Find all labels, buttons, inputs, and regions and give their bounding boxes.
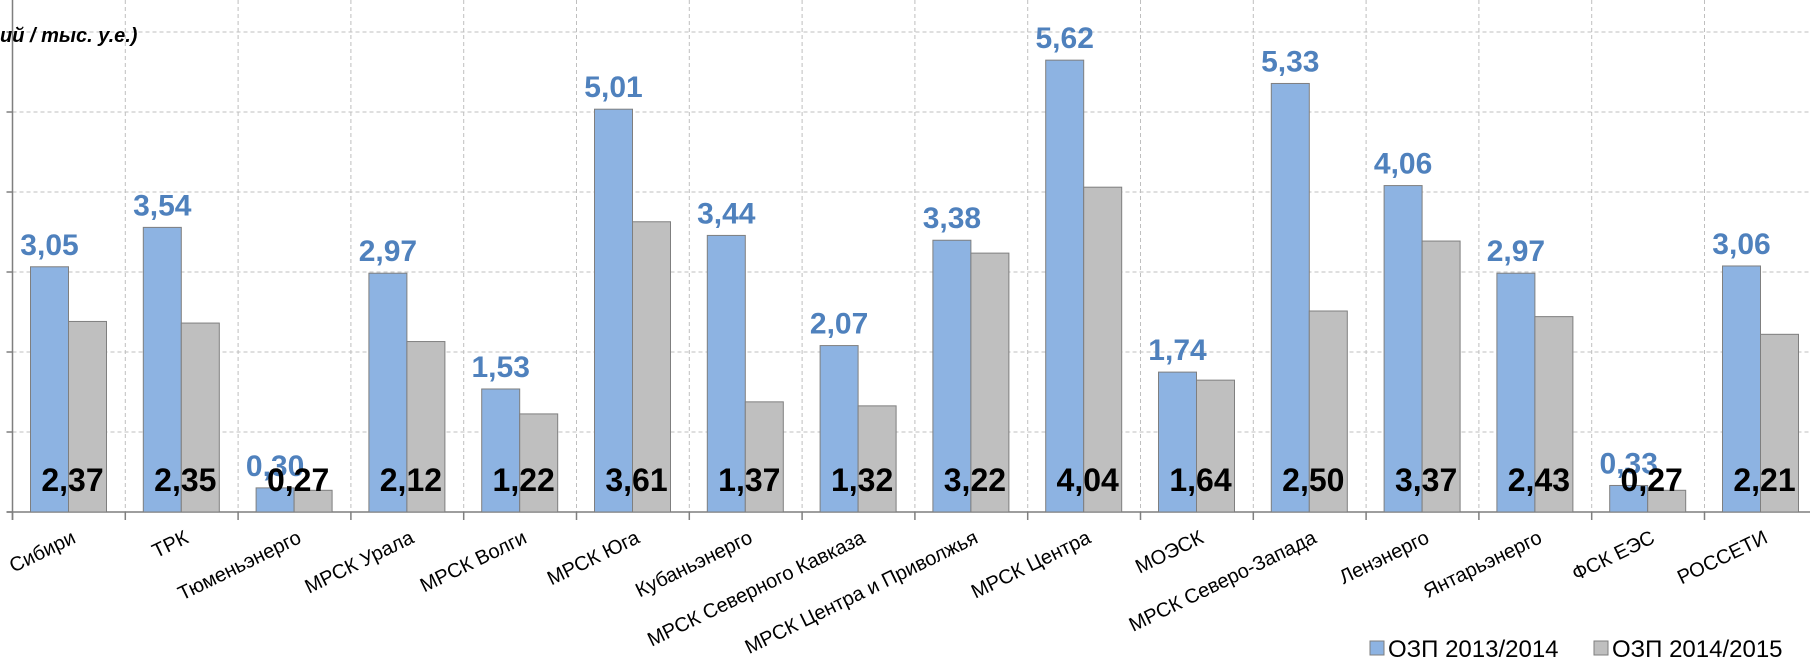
x-tick-label: МРСК Волги (417, 527, 531, 597)
x-tick-label: МОЭСК (1132, 527, 1207, 579)
bar-series-2 (1534, 316, 1574, 513)
bar-series-2 (406, 341, 446, 513)
x-tick-label: Тюменьэнерго (175, 527, 305, 605)
data-label-series-1: 2,97 (1487, 235, 1545, 268)
data-labels-series-2: 2,37 2,35 0,27 2,12 1,22 3,61 1,37 1,32 3,22 4,04… (41, 462, 1795, 498)
data-label-series-2: 0,27 (1621, 462, 1683, 498)
data-label-series-2: 2,37 (41, 462, 103, 498)
bar-series-2 (1196, 379, 1235, 513)
data-label-series-1: 0,33 (1600, 447, 1658, 480)
bar-series-1 (1270, 82, 1310, 513)
gridlines (12, 0, 1810, 512)
legend: ОЗП 2013/2014 ОЗП 2014/2015 (1369, 636, 1783, 663)
bar-series-1 (142, 226, 182, 513)
bar-series-1 (368, 272, 408, 513)
data-label-series-1: 5,33 (1261, 45, 1319, 78)
data-label-series-2: 0,27 (267, 462, 329, 498)
data-label-series-1: 3,05 (20, 229, 78, 262)
data-label-series-2: 2,43 (1508, 462, 1570, 498)
data-label-series-1: 3,38 (923, 202, 981, 235)
bar-series-2 (180, 322, 220, 513)
legend-label-series-2: ОЗП 2014/2015 (1612, 636, 1783, 663)
x-tick-label: ТРК (149, 527, 192, 563)
data-label-series-2: 2,50 (1282, 462, 1344, 498)
data-label-series-2: 2,12 (380, 462, 442, 498)
bar-series-1 (255, 487, 295, 513)
bar-series-2 (632, 221, 671, 513)
x-tick-label: МРСК Северо-Запада (1126, 526, 1321, 636)
x-tick-label: ФСК ЕЭС (1569, 527, 1659, 586)
bar-series-1 (706, 234, 746, 513)
x-tick-label: МРСК Центра (968, 526, 1095, 603)
data-label-series-1: 5,62 (1036, 22, 1094, 55)
bar-series-2 (1647, 489, 1687, 513)
bar-series-2 (1308, 310, 1348, 513)
legend-swatch-series-2 (1593, 640, 1609, 656)
data-label-series-2: 3,22 (944, 462, 1006, 498)
data-label-series-1: 1,53 (472, 351, 530, 384)
bar-series-2 (857, 405, 897, 513)
data-label-series-2: 1,22 (493, 462, 555, 498)
data-label-series-2: 4,04 (1057, 462, 1119, 498)
data-label-series-1: 0,30 (246, 450, 304, 483)
bar-series-2 (1421, 240, 1461, 513)
data-label-series-2: 3,37 (1395, 462, 1457, 498)
x-tick-label: Ленэнерго (1336, 527, 1433, 589)
data-label-series-1: 1,74 (1148, 334, 1207, 367)
bar-series-1 (932, 239, 972, 513)
bar-series-2 (1083, 186, 1123, 513)
x-tick-label: МРСК Юга (544, 526, 644, 590)
bar-series-2 (68, 320, 107, 513)
bar-series-1 (1722, 265, 1761, 513)
data-label-series-2: 1,32 (831, 462, 893, 498)
bar-series-1 (1383, 185, 1423, 513)
legend-label-series-1: ОЗП 2013/2014 (1388, 636, 1559, 663)
bar-series-2 (293, 489, 333, 513)
data-label-series-1: 3,54 (133, 189, 192, 222)
bar-series-1 (1496, 272, 1536, 513)
x-tick-label: Янтарьэнерго (1420, 527, 1545, 603)
bar-series-1 (1158, 371, 1197, 513)
bar-series-2 (744, 401, 784, 513)
bar-series-1 (1609, 484, 1649, 513)
data-label-series-1: 3,44 (697, 197, 756, 230)
bar-series-1 (819, 345, 859, 513)
bar-series-2 (1760, 333, 1799, 513)
legend-swatch-series-1 (1369, 640, 1385, 656)
bar-series-1 (1045, 59, 1085, 513)
data-label-series-2: 1,64 (1169, 462, 1231, 498)
x-tick-label: МРСК Урала (302, 526, 419, 598)
data-label-series-2: 1,37 (718, 462, 780, 498)
bar-series-1 (594, 108, 633, 513)
bar-series-2 (970, 252, 1010, 513)
data-label-series-1: 5,01 (584, 71, 642, 104)
data-label-series-1: 4,06 (1374, 148, 1432, 181)
y-axis-label: ий / тыс. у.е.) (0, 25, 138, 47)
x-tick-label: РОССЕТИ (1674, 527, 1771, 589)
data-label-series-2: 2,35 (154, 462, 216, 498)
data-labels-series-1: 3,05 3,54 0,30 2,97 1,53 5,01 3,44 2,07 3,38 5,62… (20, 22, 1770, 483)
bars (30, 59, 1799, 513)
bar-series-1 (481, 388, 521, 513)
x-tick-label: Сибири (6, 527, 79, 578)
data-label-series-2: 3,61 (605, 462, 667, 498)
data-label-series-1: 2,97 (359, 235, 417, 268)
data-label-series-2: 2,21 (1733, 462, 1795, 498)
data-label-series-1: 2,07 (810, 308, 868, 341)
bar-series-2 (519, 413, 559, 513)
bar-series-1 (30, 266, 69, 513)
data-label-series-1: 3,06 (1712, 228, 1770, 261)
